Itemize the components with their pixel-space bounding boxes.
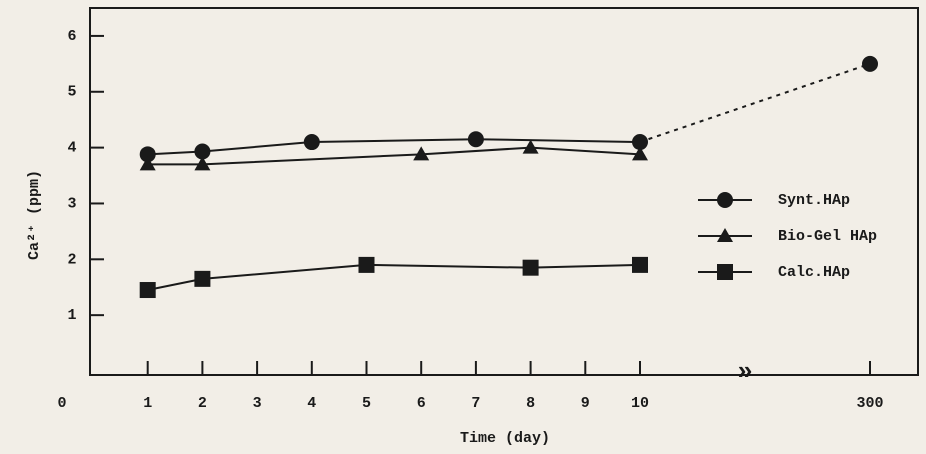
x-tick-label: 9 (581, 395, 590, 412)
marker (358, 256, 375, 273)
marker (522, 259, 539, 276)
marker (632, 256, 648, 273)
legend-marker (717, 264, 733, 280)
x-tick-label: 3 (253, 395, 262, 412)
x-tick-label: 0 (57, 395, 66, 412)
marker (467, 131, 484, 148)
axis-break: » (737, 357, 753, 387)
marker (194, 143, 211, 160)
marker (139, 146, 156, 163)
marker (632, 134, 648, 151)
x-tick-label: 300 (856, 395, 883, 412)
x-tick-label: 5 (362, 395, 371, 412)
marker (139, 282, 156, 299)
x-tick-label: 6 (417, 395, 426, 412)
marker (194, 156, 211, 171)
marker (303, 134, 320, 151)
legend-marker (717, 192, 733, 208)
marker (139, 156, 156, 171)
y-tick-label: 5 (67, 84, 76, 101)
x-tick-label: 10 (631, 395, 649, 412)
legend-label: Bio-Gel HAp (778, 228, 877, 245)
x-tick-label: 1 (143, 395, 152, 412)
y-tick-label: 2 (67, 251, 76, 268)
marker (522, 139, 539, 154)
y-axis-label: Ca²⁺ (ppm) (26, 170, 43, 260)
plot-frame (89, 7, 919, 376)
legend-marker (717, 228, 733, 242)
y-tick-label: 1 (67, 307, 76, 324)
x-tick-label: 2 (198, 395, 207, 412)
y-tick-label: 4 (67, 140, 76, 157)
marker (862, 55, 878, 72)
x-tick-label: 7 (471, 395, 480, 412)
marker (194, 270, 211, 287)
x-tick-label: 4 (307, 395, 316, 412)
legend-label: Synt.HAp (778, 192, 850, 209)
marker (632, 146, 648, 161)
x-axis-label: Time (day) (460, 430, 550, 447)
x-tick-label: 8 (526, 395, 535, 412)
y-tick-label: 6 (67, 28, 76, 45)
legend-label: Calc.HAp (778, 264, 850, 281)
marker (413, 146, 430, 161)
y-tick-label: 3 (67, 195, 76, 212)
